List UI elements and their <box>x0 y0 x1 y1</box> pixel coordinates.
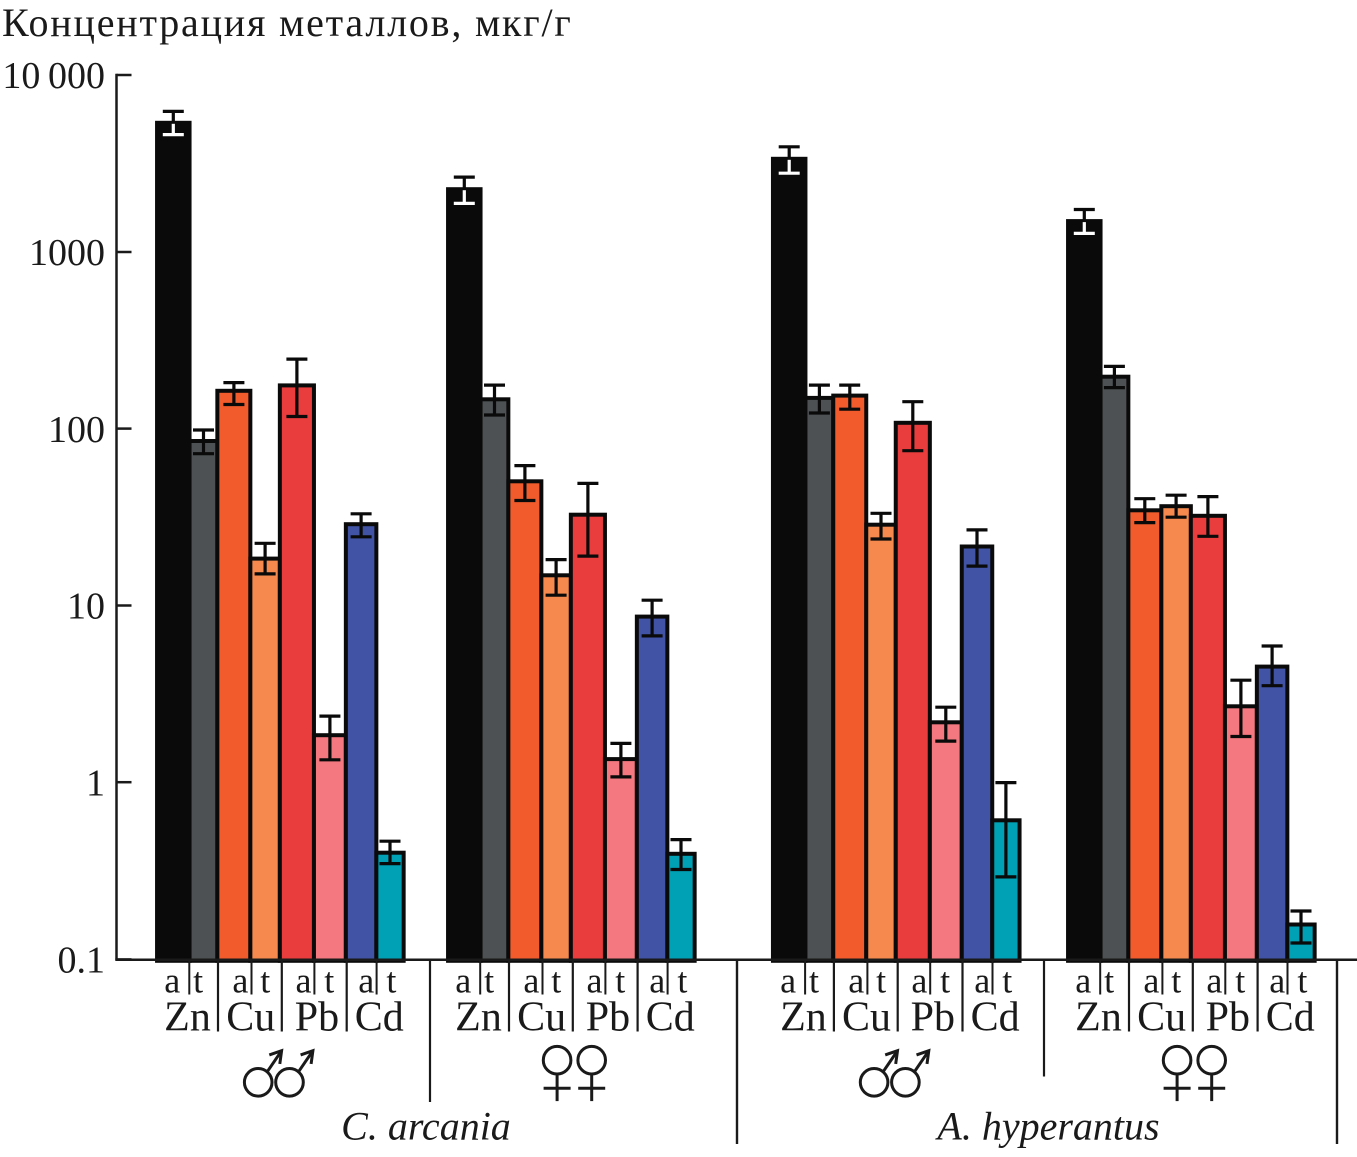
svg-text:a: a <box>296 961 312 1001</box>
svg-text:Cu: Cu <box>226 995 275 1041</box>
svg-text:a: a <box>911 961 927 1001</box>
svg-text:a: a <box>848 961 864 1001</box>
svg-text:t: t <box>809 961 819 1001</box>
svg-text:a: a <box>1075 961 1091 1001</box>
svg-text:100: 100 <box>48 409 105 451</box>
svg-text:t: t <box>193 961 203 1001</box>
svg-text:a: a <box>1206 961 1222 1001</box>
svg-text:C. arcania: C. arcania <box>341 1104 511 1149</box>
svg-text:Cu: Cu <box>1137 995 1186 1041</box>
svg-text:Pb: Pb <box>586 995 630 1041</box>
svg-text:Zn: Zn <box>1075 995 1122 1041</box>
svg-text:Pb: Pb <box>1206 995 1250 1041</box>
svg-text:t: t <box>551 961 561 1001</box>
svg-text:t: t <box>1002 961 1012 1001</box>
svg-text:t: t <box>940 961 950 1001</box>
svg-text:t: t <box>386 961 396 1001</box>
svg-text:Cd: Cd <box>355 995 404 1041</box>
svg-text:t: t <box>876 961 886 1001</box>
svg-text:Концентрация металлов, мкг/г: Концентрация металлов, мкг/г <box>2 0 573 45</box>
svg-text:t: t <box>677 961 687 1001</box>
svg-text:t: t <box>1171 961 1181 1001</box>
svg-text:10: 10 <box>67 586 105 628</box>
svg-text:a: a <box>523 961 539 1001</box>
svg-text:a: a <box>780 961 796 1001</box>
svg-text:1000: 1000 <box>29 232 105 274</box>
svg-text:t: t <box>615 961 625 1001</box>
svg-text:Pb: Pb <box>911 995 955 1041</box>
svg-text:a: a <box>164 961 180 1001</box>
svg-text:Cd: Cd <box>1266 995 1315 1041</box>
svg-text:Cu: Cu <box>517 995 566 1041</box>
svg-text:a: a <box>1143 961 1159 1001</box>
svg-text:Pb: Pb <box>295 995 339 1041</box>
svg-text:t: t <box>1235 961 1245 1001</box>
svg-text:a: a <box>358 961 374 1001</box>
svg-text:A. hyperantus: A. hyperantus <box>934 1104 1159 1149</box>
svg-text:Cu: Cu <box>842 995 891 1041</box>
svg-text:10 000: 10 000 <box>2 55 105 97</box>
svg-text:1: 1 <box>86 762 105 804</box>
svg-text:t: t <box>1104 961 1114 1001</box>
svg-text:Cd: Cd <box>646 995 695 1041</box>
svg-text:t: t <box>260 961 270 1001</box>
svg-text:a: a <box>587 961 603 1001</box>
svg-text:0.1: 0.1 <box>58 940 106 982</box>
svg-text:t: t <box>324 961 334 1001</box>
svg-text:Zn: Zn <box>455 995 502 1041</box>
svg-text:t: t <box>1297 961 1307 1001</box>
svg-text:t: t <box>484 961 494 1001</box>
svg-text:Cd: Cd <box>971 995 1020 1041</box>
svg-text:a: a <box>1269 961 1285 1001</box>
svg-text:a: a <box>974 961 990 1001</box>
svg-text:Zn: Zn <box>780 995 827 1041</box>
svg-text:a: a <box>455 961 471 1001</box>
svg-text:a: a <box>649 961 665 1001</box>
svg-text:a: a <box>232 961 248 1001</box>
svg-text:Zn: Zn <box>164 995 211 1041</box>
